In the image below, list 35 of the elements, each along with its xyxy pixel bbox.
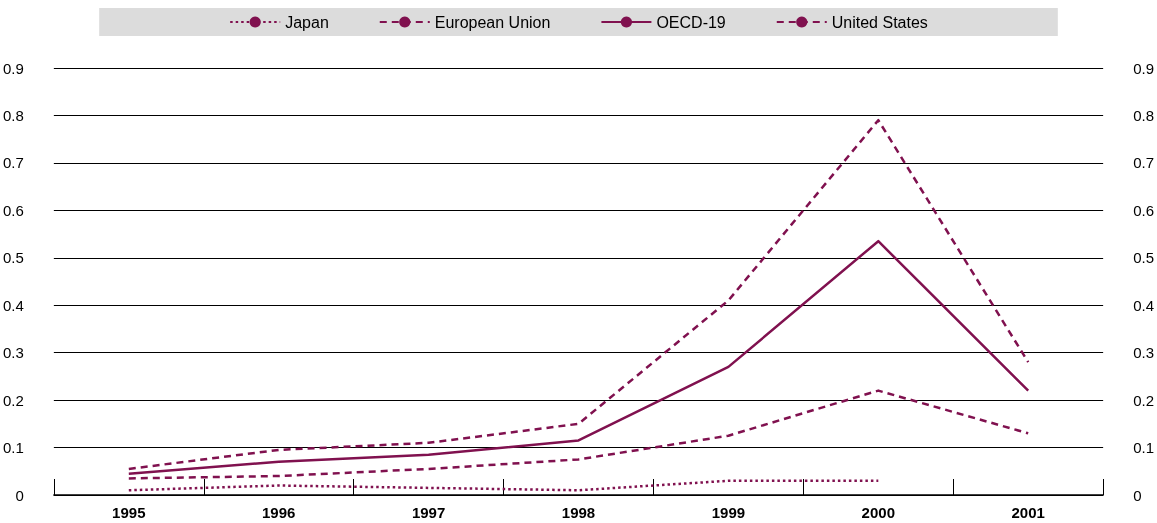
x-tick-label: 2000 xyxy=(861,504,895,521)
y-tick-label: 0.5 xyxy=(2,249,24,267)
line-series xyxy=(127,239,1030,475)
y-tick-label: 0.9 xyxy=(2,59,24,77)
y-tick-label: 0.8 xyxy=(2,106,24,124)
line-series xyxy=(127,479,880,492)
x-tick-label: 1999 xyxy=(711,504,746,521)
y2-tick-label: 0.5 xyxy=(1133,249,1155,267)
line-series xyxy=(127,389,1030,480)
y2-tick-label: 0.2 xyxy=(1133,391,1155,409)
legend-label: Japan xyxy=(285,13,329,31)
y-tick-label: 0.1 xyxy=(2,439,24,457)
y-tick-label: 0.3 xyxy=(2,344,24,362)
y2-tick-label: 0.7 xyxy=(1133,154,1155,172)
y-tick-label: 0.6 xyxy=(2,201,24,219)
legend-label: OECD-19 xyxy=(656,13,726,31)
y2-tick-label: 0.1 xyxy=(1133,439,1155,457)
legend-label: United States xyxy=(831,13,928,31)
y2-tick-label: 0.9 xyxy=(1133,59,1155,77)
y-tick-label: 0.2 xyxy=(2,391,24,409)
y2-tick-label: 0.3 xyxy=(1133,344,1155,362)
x-tick-label: 1996 xyxy=(262,504,296,521)
line-series xyxy=(127,118,1030,471)
x-tick-label: 1998 xyxy=(561,504,596,521)
legend-label: European Union xyxy=(434,13,551,31)
y-tick-label: 0.4 xyxy=(2,296,24,314)
x-tick-label: 1997 xyxy=(411,504,446,521)
y-tick-label: 0 xyxy=(15,486,24,504)
y2-tick-label: 0.4 xyxy=(1133,296,1155,314)
y2-tick-label: 0.6 xyxy=(1133,201,1155,219)
x-tick-label: 1995 xyxy=(112,504,146,521)
y-tick-label: 0.7 xyxy=(2,154,24,172)
y2-tick-label: 0.8 xyxy=(1133,106,1155,124)
x-tick-label: 2001 xyxy=(1011,504,1045,521)
y2-tick-label: 0 xyxy=(1133,486,1142,504)
